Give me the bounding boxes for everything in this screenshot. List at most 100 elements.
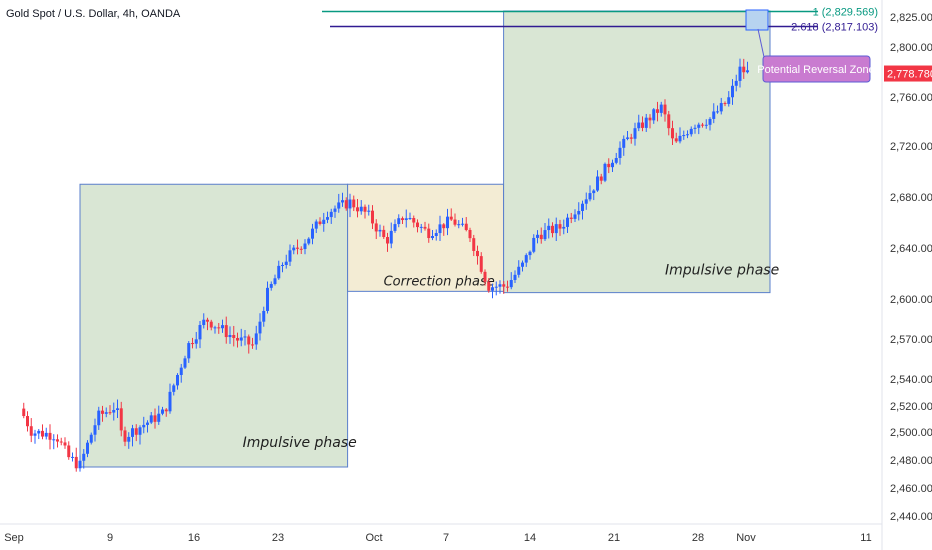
candle-body <box>299 248 303 250</box>
candle-body <box>558 224 562 229</box>
candle-body <box>228 335 232 338</box>
candle-body <box>273 278 277 285</box>
candle-body <box>348 199 352 209</box>
candle-body <box>618 147 622 159</box>
candle-body <box>318 221 322 224</box>
phase-zone-3[interactable] <box>503 10 771 294</box>
candle-body <box>423 226 427 229</box>
candle-body <box>716 111 719 113</box>
candle-body <box>194 339 198 344</box>
candle-body <box>671 128 674 139</box>
candle-body <box>29 426 33 436</box>
candle-body <box>131 428 134 437</box>
candle-body <box>74 456 78 469</box>
time-tick-label: 21 <box>608 532 620 544</box>
candle-body <box>258 321 262 334</box>
candle-body <box>371 210 374 224</box>
candle-body <box>374 223 378 232</box>
candle-body <box>179 367 183 375</box>
candle-body <box>738 66 742 81</box>
candle-body <box>479 256 483 272</box>
candle-body <box>521 262 524 267</box>
candle-body <box>412 218 416 223</box>
candle-body <box>341 200 344 203</box>
time-tick-label: 28 <box>692 532 704 544</box>
candle-body <box>363 206 367 212</box>
reversal-zone-box[interactable] <box>745 9 769 31</box>
last-price-label: 2,778.780 <box>884 65 932 82</box>
candle-body <box>453 219 457 225</box>
candle-body <box>296 247 299 249</box>
candle-body <box>596 176 599 191</box>
last-price-badge <box>884 65 932 82</box>
candle-body <box>63 442 67 446</box>
candle-body <box>641 122 644 128</box>
candle-body <box>119 408 123 431</box>
phase-zone-1[interactable] <box>79 183 349 468</box>
candle-body <box>213 327 217 329</box>
candle-body <box>509 280 513 288</box>
candle-body <box>637 122 641 129</box>
candle-body <box>686 134 689 136</box>
candle-body <box>457 224 461 226</box>
candle-body <box>408 218 412 220</box>
price-axis[interactable]: 2,825.000 2,800.000 2,760.000 2,720.000 2,68… <box>890 12 932 523</box>
candle-body <box>101 410 104 414</box>
candle-body <box>292 247 296 251</box>
candle-body <box>644 117 648 128</box>
candle-body <box>322 219 326 224</box>
candle-body <box>416 222 419 228</box>
candle-body <box>367 210 371 212</box>
candle-body <box>251 344 254 346</box>
candle-body <box>37 430 41 434</box>
candle-body <box>442 224 446 229</box>
candle-body <box>149 415 153 423</box>
candle-body <box>689 128 693 135</box>
candle-body <box>491 287 494 291</box>
price-tick-label: 2,460.000 <box>890 483 932 495</box>
price-tick-label: 2,760.000 <box>890 92 932 104</box>
candle-body <box>524 255 528 263</box>
candle-body <box>629 137 633 139</box>
callout-label: Potential Reversal Zone <box>757 64 874 76</box>
candle-body <box>146 422 149 425</box>
candle-body <box>153 415 157 422</box>
candle-body <box>389 230 393 244</box>
price-tick-label: 2,640.000 <box>890 243 932 255</box>
candle-body <box>434 233 438 237</box>
candle-body <box>221 325 224 329</box>
candle-body <box>517 266 521 275</box>
candle-body <box>329 211 333 218</box>
phase-zone-label: Impulsive phase <box>243 435 357 451</box>
candle-body <box>187 343 191 359</box>
candle-body <box>449 216 453 220</box>
candle-body <box>123 430 127 442</box>
candle-body <box>483 271 487 282</box>
time-tick-label: 11 <box>860 532 871 544</box>
candle-body <box>33 433 37 436</box>
candle-body <box>288 250 292 262</box>
callout-box[interactable] <box>762 55 871 83</box>
candle-body <box>622 138 626 148</box>
candle-body <box>562 226 566 229</box>
price-tick-label: 2,540.000 <box>890 374 932 386</box>
candle-body <box>108 412 112 414</box>
candle-body <box>93 425 97 435</box>
candle-body <box>656 109 659 113</box>
candle-body <box>708 118 712 125</box>
candle-body <box>592 190 596 194</box>
candle-body <box>48 432 52 440</box>
candle-body <box>446 216 449 229</box>
last-price-value: 2,778.780 <box>887 69 932 81</box>
candle-body <box>344 200 348 209</box>
fib-level-label: 2.618 (2,817.103) <box>791 21 878 33</box>
candle-body <box>97 410 101 426</box>
phase-zone-label: Correction phase <box>384 274 495 289</box>
candle-body <box>277 265 281 279</box>
candle-body <box>573 214 577 219</box>
candle-body <box>382 229 386 238</box>
time-tick-label: 16 <box>188 532 200 544</box>
candle-body <box>712 111 716 119</box>
time-axis[interactable]: Sep 9 16 23 Oct 7 14 21 28 Nov 11 <box>4 532 872 544</box>
